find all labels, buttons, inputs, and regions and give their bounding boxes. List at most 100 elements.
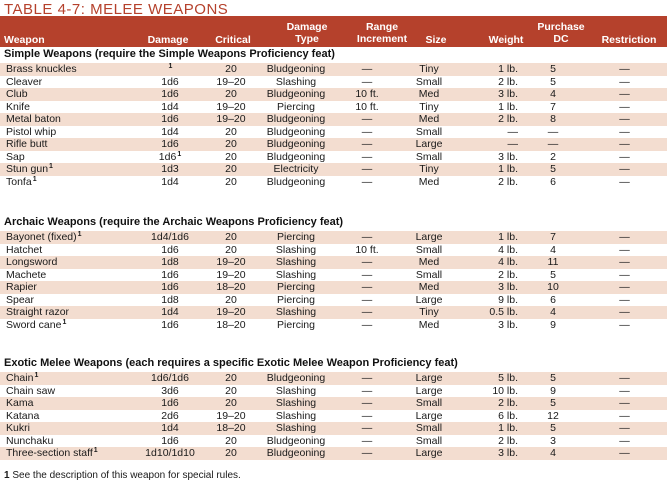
cell-restriction-text: — [619,75,630,88]
cell-damage-type: Slashing [260,306,332,319]
cell-range-text: — [361,384,373,397]
cell-critical: 20 [202,88,260,101]
cell-damage-type: Bludgeoning [260,372,332,385]
cell-damage-type-text: Piercing [277,318,315,331]
cell-damage: 1d6 [138,138,202,151]
cell-range: — [332,231,402,244]
cell-damage: 1d6 [138,281,202,294]
header-purchase-line2: DC [553,33,569,45]
table-row: Rapier 1d6 18–20 Piercing — Med 3 lb. 10 — [0,281,667,294]
cell-size: Small [402,422,456,435]
cell-weight-text: 1 lb. [498,100,518,113]
cell-purchase-dc-text: 6 [550,293,556,306]
cell-purchase-dc: 9 [524,385,582,398]
footnote: 1 See the description of this weapon for… [4,470,241,481]
cell-size-text: Med [418,175,440,188]
footnote-marker: 1 [168,63,173,70]
cell-restriction: — [582,256,667,269]
cell-weight: 1 lb. [456,163,524,176]
cell-damage: 1d6 [138,76,202,89]
cell-weapon-text: Brass knuckles [6,63,77,75]
cell-weapon-text: Pistol whip [6,125,57,138]
cell-damage: 2d6 [138,410,202,423]
cell-weapon-text: Katana [6,409,40,422]
cell-weapon: Pistol whip [0,126,138,139]
cell-damage-type-text: Bludgeoning [266,372,326,384]
cell-purchase-dc-text: 8 [550,113,556,125]
cell-damage-type: Slashing [260,422,332,435]
cell-weight-text: 1 lb. [498,163,518,175]
cell-purchase-dc-text: 5 [550,422,556,434]
table-row: Club 1d6 20 Bludgeoning 10 ft. Med 3 lb. 4 — [0,88,667,101]
cell-weight-text: 2 lb. [498,434,518,447]
cell-damage-text: 1d6 [161,75,179,88]
cell-purchase-dc: 4 [524,88,582,101]
cell-purchase-dc: 11 [524,256,582,269]
cell-weapon: Brass knuckles [0,63,138,76]
cell-critical: 20 [202,447,260,460]
cell-size: Med [402,113,456,126]
cell-restriction: — [582,176,667,189]
cell-damage: 1d61 [138,151,202,164]
cell-damage-type: Slashing [260,397,332,410]
cell-restriction: — [582,151,667,164]
header-weapon: Weapon [4,34,45,46]
header-weight: Weight [488,34,524,46]
table-row: Straight razor 1d4 19–20 Slashing — Tiny 0.5 l… [0,306,667,319]
cell-weapon-text: Sap [6,150,25,163]
cell-damage-type: Bludgeoning [260,138,332,151]
cell-damage: 1 [138,63,202,76]
cell-restriction-text: — [619,306,630,318]
cell-restriction-text: — [619,63,630,75]
cell-weight-text: 1 lb. [498,231,518,243]
cell-range-text: — [361,447,373,459]
cell-size-text: Small [415,397,443,409]
cell-weight: 5 lb. [456,372,524,385]
cell-critical-text: 20 [225,447,237,459]
cell-critical: 20 [202,244,260,257]
cell-critical: 20 [202,385,260,398]
cell-damage-text: 1d3 [161,163,179,175]
cell-damage-type: Piercing [260,294,332,307]
header-damage-type-line2: Type [295,33,319,45]
table-row: Metal baton 1d6 19–20 Bludgeoning — Med 2 lb. 8… [0,113,667,126]
cell-critical-text: 20 [225,163,237,175]
cell-weapon: Sap [0,151,138,164]
cell-range-text: — [361,293,373,306]
cell-range-text: — [361,318,373,331]
cell-restriction-text: — [619,268,630,281]
cell-critical-text: 19–20 [216,100,246,113]
cell-purchase-dc: 2 [524,151,582,164]
cell-size: Large [402,410,456,423]
cell-range: — [332,397,402,410]
cell-purchase-dc: 5 [524,397,582,410]
cell-purchase-dc-text: 12 [547,409,559,422]
cell-critical: 18–20 [202,281,260,294]
header-range-line1: Range [365,21,399,33]
cell-range-text: — [361,434,373,447]
cell-weight-text: 10 lb. [492,384,518,397]
cell-size-text: Small [415,125,443,138]
cell-range: — [332,422,402,435]
cell-restriction-text: — [619,318,630,331]
cell-damage-type: Bludgeoning [260,151,332,164]
cell-weight: 2 lb. [456,76,524,89]
cell-restriction: — [582,435,667,448]
cell-damage-text: 1d6 [161,281,179,293]
cell-damage: 1d4 [138,306,202,319]
header-restriction: Restriction [601,34,657,46]
cell-weight-text: 6 lb. [498,409,518,422]
cell-purchase-dc-text: 4 [550,243,556,256]
cell-damage-text: 1d4/1d6 [151,231,189,243]
cell-range: — [332,435,402,448]
cell-size-text: Small [415,75,443,88]
cell-weapon-text: Spear [6,293,35,306]
weapons-table-exotic: Chain1 1d6/1d6 20 Bludgeoning — Large 5 lb. 5— C… [0,372,667,460]
cell-range: — [332,385,402,398]
cell-damage-type-text: Bludgeoning [266,434,326,447]
cell-weight-text: 0.5 lb. [489,306,518,318]
cell-restriction-text: — [619,281,630,293]
cell-damage-type-text: Piercing [277,100,315,113]
cell-restriction-text: — [619,138,630,150]
cell-critical-text: 19–20 [216,75,246,88]
